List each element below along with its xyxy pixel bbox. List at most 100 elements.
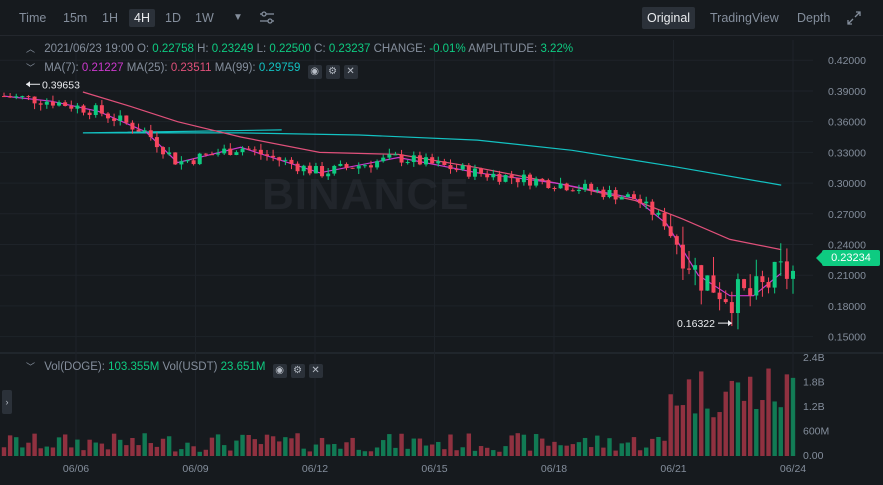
open-value: 0.22758 (152, 43, 194, 55)
view-depth[interactable]: Depth (797, 11, 831, 25)
fullscreen-icon[interactable] (846, 10, 862, 32)
low-value: 0.22500 (269, 43, 311, 55)
volume-bar (717, 412, 722, 456)
volume-bar (711, 417, 716, 456)
candle-body (717, 292, 722, 300)
volume-bar (631, 437, 637, 456)
x-tick-label: 06/21 (660, 463, 686, 475)
time-button[interactable]: Time (19, 11, 47, 25)
vol-tick-label: 1.2B (803, 401, 825, 413)
settings-sliders-icon[interactable] (259, 11, 275, 29)
volume-bar (14, 437, 19, 456)
candle-body (491, 173, 496, 178)
close-icon[interactable]: ✕ (308, 364, 323, 378)
volume-bar (527, 450, 533, 456)
chevron-down-icon[interactable]: ▼ (233, 12, 243, 23)
volume-bar (503, 446, 508, 456)
volume-bar (576, 442, 582, 456)
eye-icon[interactable]: ◉ (307, 65, 322, 79)
volume-bar (399, 433, 404, 456)
volume-bar (484, 447, 490, 456)
volume-bar (32, 433, 37, 456)
candle-body (656, 212, 661, 215)
candle-body (209, 154, 214, 156)
volume-bar (38, 448, 43, 456)
volume-bar (173, 451, 178, 456)
collapse-icon[interactable]: ﹀ (26, 63, 36, 73)
candle-body (338, 163, 343, 166)
volume-bar (423, 445, 429, 456)
volume-bar (546, 445, 551, 456)
interval-1h[interactable]: 1H (102, 11, 118, 25)
candle-body (161, 147, 166, 155)
y-tick-label: 0.21000 (828, 270, 866, 282)
candle-body (601, 189, 606, 198)
candle-body (203, 153, 208, 155)
volume-bar (472, 450, 478, 456)
side-panel-toggle[interactable]: › (2, 390, 12, 414)
eye-icon[interactable]: ◉ (272, 364, 287, 378)
candle-body (687, 268, 692, 270)
close-icon[interactable]: ✕ (343, 65, 358, 79)
volume-bar (56, 437, 62, 456)
volume-bar (491, 450, 496, 456)
volume-bar (778, 407, 783, 456)
x-tick-label: 06/12 (302, 463, 328, 475)
volume-bar (699, 371, 704, 456)
watermark: BINANCE (262, 170, 470, 219)
candle-body (393, 154, 398, 156)
candle-body (387, 154, 392, 158)
vol-doge-value: 103.355M (108, 361, 160, 373)
candle-body (216, 153, 221, 155)
ma25-value: 0.23511 (170, 62, 212, 74)
volume-bar (111, 433, 117, 456)
settings-icon[interactable]: ⚙ (325, 65, 340, 79)
ma99-line (82, 129, 782, 186)
candle-body (399, 154, 404, 163)
candle-body (252, 149, 257, 151)
volume-bar (625, 442, 631, 456)
interval-1d[interactable]: 1D (165, 11, 181, 25)
volume-bar (44, 446, 50, 456)
candle-body (693, 265, 698, 270)
volume-bar (209, 437, 215, 456)
candle-body (20, 96, 25, 98)
interval-1w[interactable]: 1W (195, 11, 214, 25)
interval-4h[interactable]: 4H (129, 9, 155, 27)
view-original[interactable]: Original (642, 7, 696, 29)
x-tick-label: 06/06 (63, 463, 89, 475)
candle-body (595, 189, 600, 191)
toolbar: Time 15m 1H 4H 1D 1W ▼ Original TradingV… (0, 0, 883, 36)
volume-bar (105, 449, 111, 456)
settings-icon[interactable]: ⚙ (290, 364, 305, 378)
candle-body (332, 165, 337, 174)
candle-body (191, 160, 196, 165)
current-price-tag: 0.23234 (816, 250, 880, 266)
candle-body (265, 154, 269, 156)
volume-bar (533, 434, 539, 456)
collapse-icon[interactable]: ︿ (26, 44, 36, 54)
volume-bar (650, 438, 655, 456)
interval-15m[interactable]: 15m (63, 11, 88, 25)
volume-bar (356, 449, 361, 456)
candle-body (711, 275, 716, 293)
view-tradingview[interactable]: TradingView (710, 11, 779, 25)
collapse-icon[interactable]: ﹀ (26, 362, 36, 372)
volume-bar (668, 394, 673, 456)
candle-body (234, 152, 239, 155)
candle-body (742, 279, 747, 289)
candle-body (625, 194, 630, 198)
candle-date: 2021/06/23 19:00 (44, 43, 134, 55)
high-marker-arrowhead (26, 81, 30, 88)
y-tick-label: 0.36000 (828, 117, 866, 129)
candle-body (448, 165, 453, 170)
candle-body (540, 178, 545, 181)
volume-bar (197, 451, 202, 456)
candle-body (784, 261, 789, 279)
volume-bar (393, 447, 398, 456)
volume-bar (185, 442, 190, 456)
volume-bar (75, 439, 80, 456)
vol-tick-label: 1.8B (803, 377, 825, 389)
volume-bar (582, 437, 588, 456)
